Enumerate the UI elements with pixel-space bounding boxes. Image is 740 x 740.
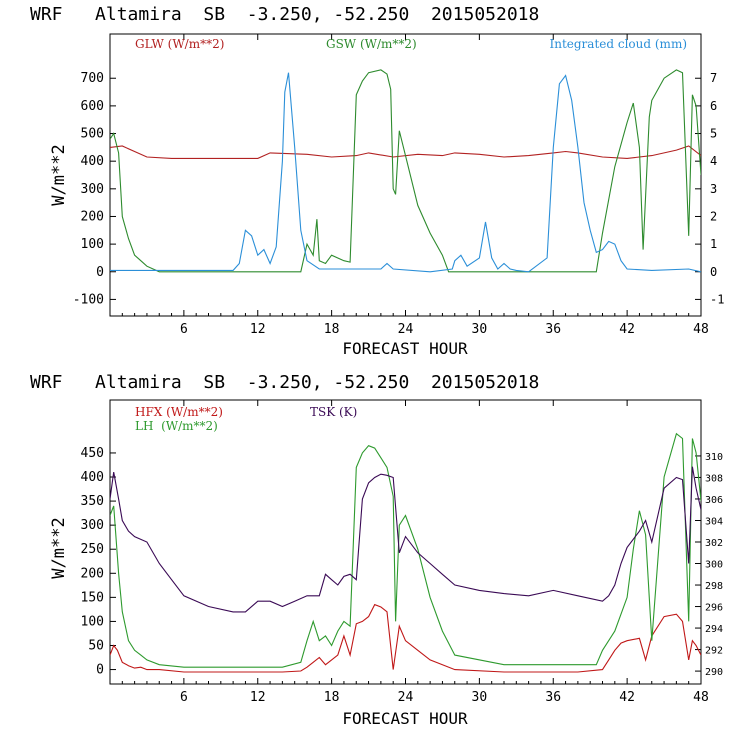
x-tick-label: 30 <box>472 322 488 337</box>
legend-entry: LH (W/m**2) <box>135 419 218 433</box>
y-tick-label: -100 <box>73 292 104 307</box>
y-tick-label: 150 <box>81 590 104 605</box>
y-tick-label: 0 <box>96 663 104 678</box>
x-tick-label: 24 <box>398 322 414 337</box>
x-tick-label: 30 <box>472 690 488 705</box>
y-tick-label: 200 <box>81 209 104 224</box>
series-lh-line <box>110 432 701 668</box>
legend-entry: Integrated cloud (mm) <box>549 37 687 51</box>
y-tick-label: 250 <box>81 542 104 557</box>
series-tsk-line <box>110 466 701 613</box>
x-tick-label: 12 <box>250 322 266 337</box>
y-axis-label: W/m**2 <box>49 517 69 578</box>
chart-title: WRF Altamira SB -3.250, -52.250 20150520… <box>30 4 539 25</box>
plot-frame <box>109 33 702 317</box>
chart-title: WRF Altamira SB -3.250, -52.250 20150520… <box>30 372 539 393</box>
y-tick-label: 50 <box>88 638 104 653</box>
y-tick-label: 600 <box>81 99 104 114</box>
y2-tick-label: 6 <box>710 99 717 113</box>
y2-tick-label: 2 <box>710 209 717 223</box>
x-tick-label: 36 <box>545 690 561 705</box>
y2-tick-label: 1 <box>710 237 717 251</box>
x-tick-label: 42 <box>619 690 635 705</box>
y2-tick-label: 5 <box>710 127 717 141</box>
y-tick-label: 300 <box>81 518 104 533</box>
x-tick-label: 48 <box>693 322 709 337</box>
x-tick-label: 42 <box>619 322 635 337</box>
x-axis-label: FORECAST HOUR <box>342 339 468 358</box>
series-gsw-line <box>110 69 701 273</box>
x-tick-label: 18 <box>324 690 340 705</box>
y2-tick-label: 3 <box>710 182 717 196</box>
y-tick-label: 500 <box>81 127 104 142</box>
y2-tick-label: 302 <box>705 538 723 549</box>
x-tick-label: 48 <box>693 690 709 705</box>
y-tick-label: 100 <box>81 614 104 629</box>
y2-tick-label: 300 <box>705 560 723 571</box>
y-tick-label: 700 <box>81 71 104 86</box>
y2-tick-label: 296 <box>705 603 723 614</box>
y2-tick-label: -1 <box>710 292 724 306</box>
y2-tick-label: 4 <box>710 154 717 168</box>
y-tick-label: 400 <box>81 154 104 169</box>
y2-tick-label: 294 <box>705 624 723 635</box>
y2-tick-label: 290 <box>705 667 723 678</box>
y2-tick-label: 306 <box>705 495 723 506</box>
legend-entry: GLW (W/m**2) <box>135 37 224 51</box>
y-tick-label: 0 <box>96 265 104 280</box>
series-integrated-line <box>110 72 701 273</box>
x-tick-label: 6 <box>180 322 188 337</box>
legend-entry: GSW (W/m**2) <box>326 37 417 51</box>
y2-tick-label: 304 <box>705 516 723 527</box>
x-axis-label: FORECAST HOUR <box>342 709 468 728</box>
x-tick-label: 18 <box>324 322 340 337</box>
flux-skin-temp-chart: WRF Altamira SB -3.250, -52.250 20150520… <box>30 372 723 728</box>
x-tick-label: 12 <box>250 690 266 705</box>
y-tick-label: 100 <box>81 237 104 252</box>
y2-tick-label: 310 <box>705 452 723 463</box>
y2-tick-label: 292 <box>705 646 723 657</box>
y2-tick-label: 298 <box>705 581 723 592</box>
legend-entry: HFX (W/m**2) <box>135 405 223 419</box>
series-glw-line <box>110 145 701 159</box>
x-tick-label: 24 <box>398 690 414 705</box>
plot-frame <box>109 399 702 685</box>
legend-entry: TSK (K) <box>310 405 357 419</box>
y-tick-label: 400 <box>81 470 104 485</box>
y2-tick-label: 7 <box>710 71 717 85</box>
x-tick-label: 36 <box>545 322 561 337</box>
y-tick-label: 450 <box>81 446 104 461</box>
y2-tick-label: 308 <box>705 473 723 484</box>
y-tick-label: 200 <box>81 566 104 581</box>
y2-tick-label: 0 <box>710 265 717 279</box>
y-tick-label: 300 <box>81 182 104 197</box>
x-tick-label: 6 <box>180 690 188 705</box>
radiation-cloud-chart: WRF Altamira SB -3.250, -52.250 20150520… <box>30 4 724 358</box>
y-tick-label: 350 <box>81 494 104 509</box>
y-axis-label: W/m**2 <box>49 144 69 205</box>
series-hfx-line <box>110 603 701 673</box>
